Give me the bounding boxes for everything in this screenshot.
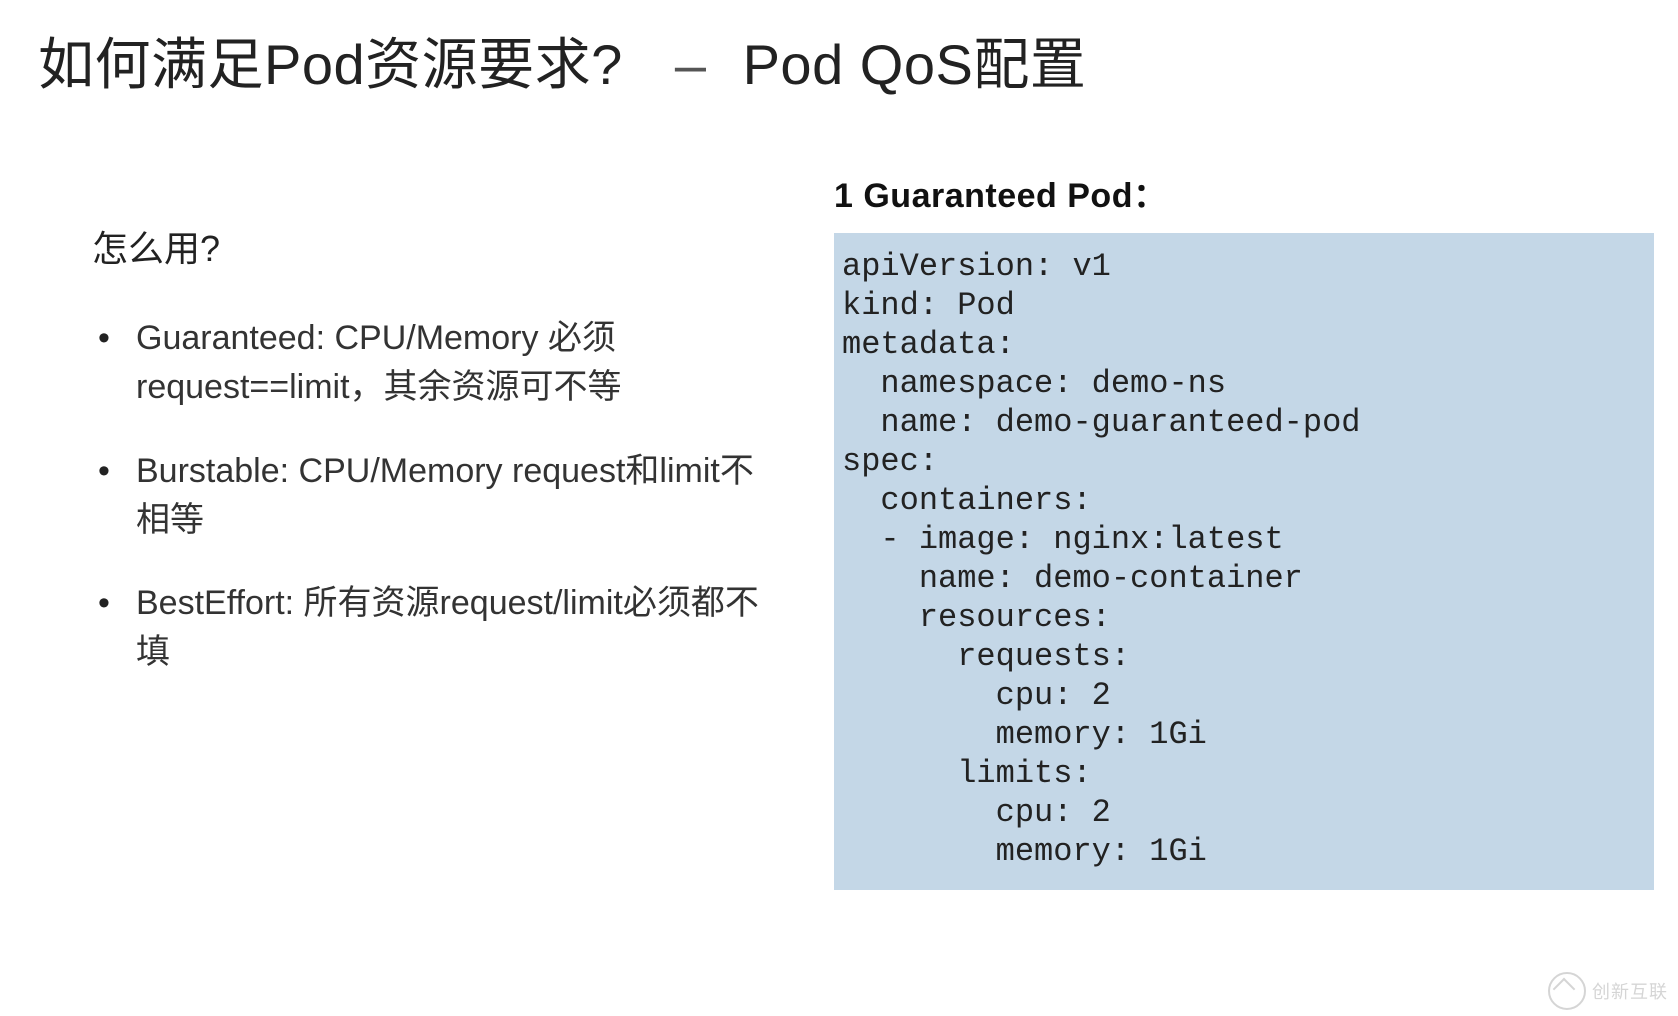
slide: 如何满足Pod资源要求? – Pod QoS配置 怎么用? Guaranteed… <box>0 0 1678 1016</box>
code-block: apiVersion: v1 kind: Pod metadata: names… <box>834 233 1654 890</box>
title-part-1: 如何满足Pod资源要求? <box>38 33 623 96</box>
code-title: 1 Guaranteed Pod： <box>834 168 1654 217</box>
watermark-logo-icon <box>1548 972 1586 1010</box>
subheading: 怎么用? <box>92 220 772 272</box>
title-part-2: Pod QoS配置 <box>743 33 1087 96</box>
right-column: 1 Guaranteed Pod： apiVersion: v1 kind: P… <box>834 168 1654 890</box>
left-column: 怎么用? Guaranteed: CPU/Memory 必须request==l… <box>92 220 772 712</box>
bullet-item: Burstable: CPU/Memory request和limit不相等 <box>92 447 772 546</box>
watermark-text: 创新互联 <box>1592 978 1668 1004</box>
title-dash: – <box>675 32 707 97</box>
bullet-item: Guaranteed: CPU/Memory 必须request==limit，… <box>92 314 772 413</box>
bullet-item: BestEffort: 所有资源request/limit必须都不填 <box>92 579 772 678</box>
watermark: 创新互联 <box>1548 972 1668 1010</box>
slide-title: 如何满足Pod资源要求? – Pod QoS配置 <box>38 20 1086 101</box>
bullet-list: Guaranteed: CPU/Memory 必须request==limit，… <box>92 314 772 678</box>
